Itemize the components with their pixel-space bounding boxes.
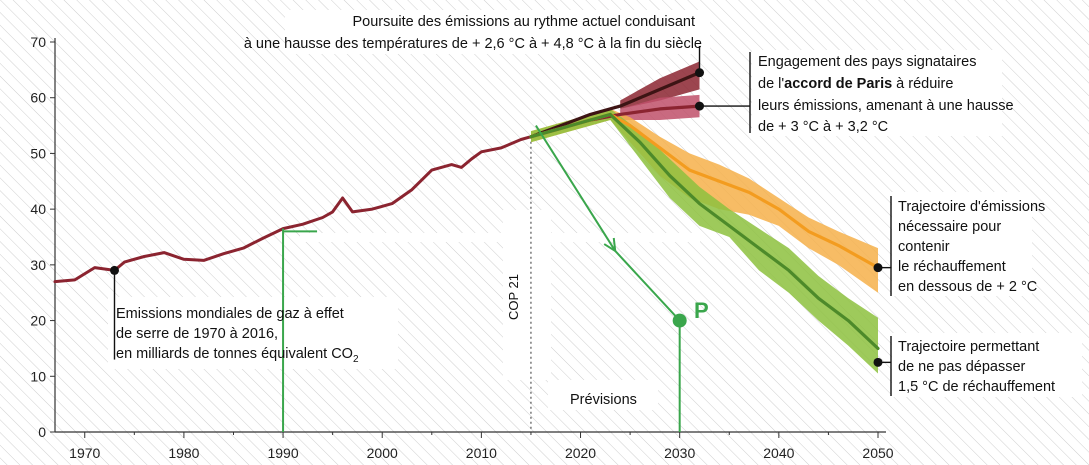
onefive-note-line-2: de ne pas dépasser — [898, 359, 1026, 375]
label-mask-paris — [752, 50, 1002, 136]
y-tick-label: 50 — [30, 145, 46, 161]
green-construction — [282, 125, 687, 432]
marker-hist — [109, 265, 119, 275]
onefive-note-line-1: Trajectoire permettant — [898, 339, 1039, 355]
series-lines — [53, 70, 880, 350]
point-p-label: P — [694, 298, 709, 323]
label-mask-previsions — [503, 210, 551, 380]
x-tick-label: 2010 — [466, 445, 497, 461]
two-degree-note-line-4: le réchauffement — [898, 259, 1006, 275]
paris-note-line-1: Engagement des pays signataires — [758, 54, 976, 70]
y-tick-label: 40 — [30, 201, 46, 217]
label-mask-historic — [108, 297, 398, 369]
previsions-label: Prévisions — [570, 392, 637, 408]
top-note-line-2: à une hausse des températures de + 2,6 °… — [244, 36, 702, 52]
paris-note-prefix: de l' — [758, 76, 784, 92]
y-tick-label: 70 — [30, 34, 46, 50]
green-arrow-shaft — [535, 125, 617, 252]
top-note-line-1: Poursuite des émissions au rythme actuel… — [352, 14, 695, 30]
paris-note-line-2: de l'accord de Paris à réduire — [758, 76, 953, 92]
onefive-note-line-3: 1,5 °C de réchauffement — [898, 379, 1055, 395]
label-mask-onefive — [892, 333, 1082, 397]
historic-note-line-3: en milliards de tonnes équivalent CO2 — [116, 346, 359, 365]
x-tick-label: 2000 — [367, 445, 398, 461]
two-degree-note-line-2: nécessaire pour — [898, 219, 1001, 235]
y-tick-label: 30 — [30, 257, 46, 273]
x-tick-label: 2030 — [664, 445, 695, 461]
x-tick-label: 1970 — [69, 445, 100, 461]
historic-note-line-1: Emissions mondiales de gaz à effet — [116, 306, 344, 322]
paris-note-suffix: à réduire — [892, 76, 953, 92]
historic-note-line-2: de serre de 1970 à 2016, — [116, 326, 278, 342]
paris-note-line-3: leurs émissions, amenant à une hausse — [758, 98, 1014, 114]
y-tick-label: 10 — [30, 368, 46, 384]
historic-note-subscript: 2 — [353, 354, 359, 365]
x-tick-label: 2040 — [763, 445, 794, 461]
x-tick-label: 2020 — [565, 445, 596, 461]
x-tick-label: 1980 — [168, 445, 199, 461]
markers — [109, 46, 892, 396]
y-tick-label: 0 — [38, 424, 46, 440]
label-mask-previsions-text — [548, 380, 658, 410]
line-historique — [53, 135, 533, 284]
two-degree-note-line-5: en dessous de + 2 °C — [898, 279, 1037, 295]
x-tick-label: 1990 — [267, 445, 298, 461]
paris-note-bold: accord de Paris — [784, 76, 892, 92]
label-mask-two-degree — [892, 192, 1032, 296]
x-tick-label: 2050 — [862, 445, 893, 461]
line-1-5-degre — [529, 112, 880, 350]
green-line-to-p — [614, 250, 681, 322]
y-tick-label: 60 — [30, 90, 46, 106]
annotations: Poursuite des émissions au rythme actuel… — [116, 14, 1055, 408]
historic-note-main: en milliards de tonnes équivalent CO — [116, 346, 353, 362]
two-degree-note-line-3: contenir — [898, 239, 950, 255]
label-mask-central — [300, 233, 700, 242]
point-p-marker — [672, 313, 687, 328]
paris-note-line-4: de + 3 °C à + 3,2 °C — [758, 119, 888, 135]
y-tick-label: 20 — [30, 313, 46, 329]
two-degree-note-line-1: Trajectoire d'émissions — [898, 199, 1045, 215]
cop21-label: COP 21 — [506, 274, 521, 320]
label-mask-top — [285, 10, 710, 54]
line-rythme-actuel — [529, 70, 702, 139]
